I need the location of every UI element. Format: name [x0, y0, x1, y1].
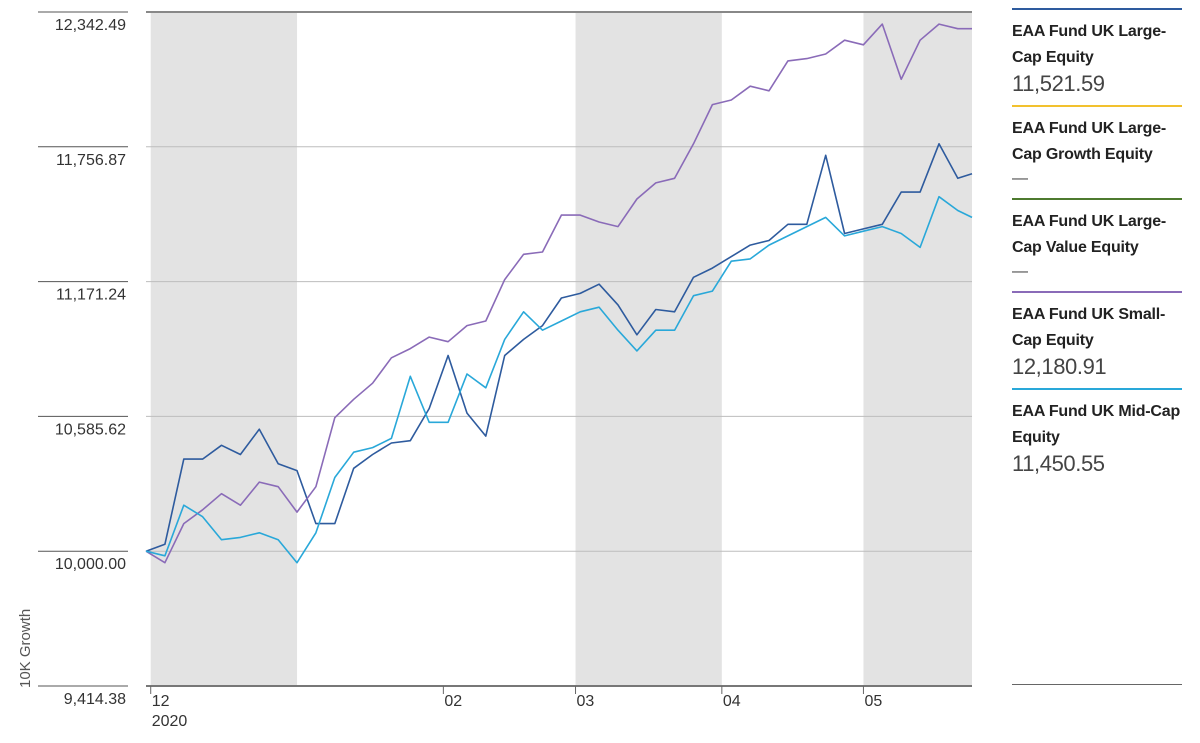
legend-series-value: — [1012, 170, 1028, 187]
legend-item-small-cap[interactable]: EAA Fund UK Small-Cap Equity 12,180.91 [1012, 291, 1182, 380]
series-line [145, 23, 972, 564]
x-tick-label: 02 [444, 693, 462, 710]
line-chart: 12,342.49 11,756.87 11,171.24 10,585.62 10,0… [17, 11, 973, 730]
legend-bottom-rule [1012, 684, 1182, 685]
shaded-band [863, 12, 972, 686]
y-tick-label: 9,414.38 [64, 691, 126, 708]
legend-item-large-cap-growth[interactable]: EAA Fund UK Large-Cap Growth Equity — [1012, 105, 1182, 190]
series-lines [145, 23, 973, 564]
x-tick-label: 05 [864, 693, 882, 710]
legend-series-value: 11,521.59 [1012, 71, 1105, 96]
y-tick-labels: 12,342.49 11,756.87 11,171.24 10,585.62 10,0… [55, 17, 126, 708]
y-tick-label: 10,585.62 [55, 421, 126, 438]
x-tick-label: 04 [723, 693, 741, 710]
legend-series-value: 11,450.55 [1012, 451, 1105, 476]
x-tick-label: 12 [152, 693, 170, 710]
x-tick-sublabel: 2020 [152, 713, 188, 730]
series-line [145, 143, 973, 552]
legend-series-value: 12,180.91 [1012, 354, 1107, 379]
legend-item-large-cap[interactable]: EAA Fund UK Large-Cap Equity 11,521.59 [1012, 8, 1182, 97]
y-tick-label: 10,000.00 [55, 556, 126, 573]
legend-series-name: EAA Fund UK Large-Cap Value Equity [1012, 213, 1167, 256]
shaded-band [575, 12, 722, 686]
x-tick-label: 03 [577, 693, 595, 710]
shaded-bands [150, 12, 972, 686]
y-tick-label: 11,171.24 [56, 287, 126, 304]
y-tick-label: 12,342.49 [55, 17, 126, 34]
series-line [145, 195, 973, 564]
legend-series-name: EAA Fund UK Large-Cap Equity [1012, 23, 1167, 66]
grid-lines [38, 11, 972, 687]
legend-series-name: EAA Fund UK Mid-Cap Equity [1012, 403, 1181, 446]
legend-series-name: EAA Fund UK Small-Cap Equity [1012, 306, 1166, 349]
x-tick-labels: 12 2020 02 03 04 05 [150, 686, 882, 730]
y-axis-title: 10K Growth [17, 609, 34, 688]
legend-item-large-cap-value[interactable]: EAA Fund UK Large-Cap Value Equity — [1012, 198, 1182, 283]
legend-series-name: EAA Fund UK Large-Cap Growth Equity [1012, 120, 1167, 163]
legend-item-mid-cap[interactable]: EAA Fund UK Mid-Cap Equity 11,450.55 [1012, 388, 1182, 477]
shaded-band [150, 12, 298, 686]
legend: EAA Fund UK Large-Cap Equity 11,521.59 E… [1012, 8, 1182, 485]
legend-series-value: — [1012, 263, 1028, 280]
y-tick-label: 11,756.87 [56, 152, 126, 169]
